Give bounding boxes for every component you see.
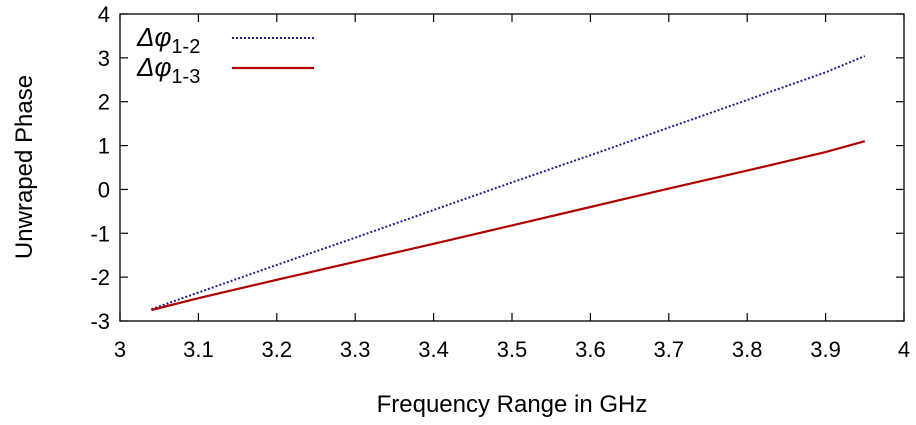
x-tick-label: 3.5	[497, 337, 528, 362]
legend-label-1: Δφ1-2	[136, 22, 200, 58]
x-tick-label: 3	[114, 337, 126, 362]
y-tick-label: -3	[90, 309, 110, 334]
legend-label-2: Δφ1-3	[136, 52, 200, 88]
series-line-2	[151, 140, 866, 312]
x-tick-label: 4	[898, 337, 910, 362]
y-tick-label: 2	[98, 90, 110, 115]
y-tick-label: -1	[90, 221, 110, 246]
x-tick-label: 3.6	[575, 337, 606, 362]
y-tick-label: 3	[98, 46, 110, 71]
y-tick-label: 4	[98, 2, 110, 27]
x-tick-label: 3.3	[340, 337, 371, 362]
series-line-1	[151, 55, 866, 311]
x-tick-label: 3.1	[183, 337, 214, 362]
x-tick-label: 3.4	[418, 337, 449, 362]
x-tick-label: 3.8	[732, 337, 763, 362]
x-tick-label: 3.2	[262, 337, 293, 362]
x-tick-label: 3.9	[810, 337, 841, 362]
x-tick-label: 3.7	[654, 337, 685, 362]
y-axis-title: Unwraped Phase	[11, 75, 38, 259]
y-tick-label: 0	[98, 177, 110, 202]
x-axis-title: Frequency Range in GHz	[377, 391, 648, 418]
y-tick-label: -2	[90, 265, 110, 290]
plot-frame	[119, 13, 905, 322]
y-tick-label: 1	[98, 134, 110, 159]
